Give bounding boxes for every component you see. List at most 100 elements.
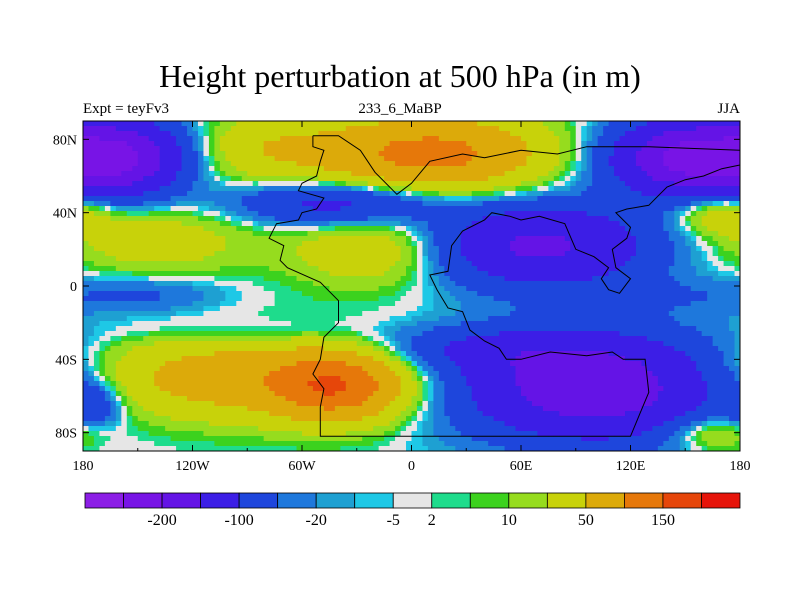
field-cell [597, 236, 604, 242]
field-cell [378, 246, 385, 252]
field-cell [137, 196, 144, 202]
field-cell [646, 141, 653, 147]
field-cell [165, 251, 172, 257]
field-cell [373, 151, 380, 157]
field-cell [373, 256, 380, 262]
field-cell [159, 171, 166, 177]
field-cell [345, 316, 352, 322]
field-cell [449, 291, 456, 297]
field-cell [132, 281, 139, 287]
field-cell [433, 161, 440, 167]
field-cell [356, 261, 363, 267]
field-cell [400, 226, 407, 232]
field-cell [477, 131, 484, 137]
field-cell [521, 236, 528, 242]
field-cell [537, 141, 544, 147]
field-cell [318, 241, 325, 247]
field-cell [203, 256, 210, 262]
field-cell [510, 291, 517, 297]
field-cell [263, 121, 270, 127]
field-cell [619, 146, 626, 152]
field-cell [449, 196, 456, 202]
field-cell [389, 141, 396, 147]
field-cell [121, 121, 128, 127]
field-cell [384, 206, 391, 212]
field-cell [154, 226, 161, 232]
field-cell [137, 226, 144, 232]
field-cell [395, 151, 402, 157]
field-cell [685, 216, 692, 222]
field-cell [690, 126, 697, 132]
field-cell [411, 326, 418, 332]
field-cell [433, 281, 440, 287]
field-cell [570, 221, 577, 227]
field-cell [422, 296, 429, 302]
field-cell [170, 186, 177, 192]
field-cell [312, 151, 320, 157]
field-cell [630, 146, 637, 152]
field-cell [192, 291, 199, 297]
field-cell [312, 281, 320, 287]
field-cell [466, 301, 473, 307]
field-cell [712, 161, 719, 167]
field-cell [581, 251, 588, 257]
field-cell [203, 321, 210, 327]
field-cell [674, 261, 681, 267]
field-cell [493, 186, 500, 192]
field-cell [121, 171, 128, 177]
field-cell [488, 166, 495, 172]
field-cell [241, 211, 248, 217]
field-cell [542, 306, 549, 312]
field-cell [564, 291, 571, 297]
field-cell [542, 271, 549, 277]
field-cell [526, 201, 533, 207]
field-cell [504, 306, 511, 312]
field-cell [449, 246, 456, 252]
field-cell [143, 326, 150, 332]
field-cell [302, 326, 309, 332]
field-cell [176, 236, 183, 242]
field-cell [296, 326, 303, 332]
field-cell [296, 276, 303, 282]
field-cell [438, 261, 445, 267]
field-cell [553, 301, 560, 307]
field-cell [362, 276, 369, 282]
field-cell [110, 256, 117, 262]
field-cell [625, 276, 632, 282]
field-cell [586, 246, 593, 252]
field-cell [192, 131, 199, 137]
field-cell [712, 216, 719, 222]
field-cell [362, 231, 369, 237]
field-cell [466, 306, 473, 312]
field-cell [712, 321, 719, 327]
field-cell [411, 251, 418, 257]
field-cell [471, 196, 478, 202]
field-cell [466, 231, 473, 237]
field-cell [302, 166, 309, 172]
field-cell [696, 256, 703, 262]
field-cell [181, 251, 188, 257]
field-cell [679, 151, 686, 157]
field-cell [510, 206, 517, 212]
field-cell [531, 211, 539, 217]
field-cell [214, 241, 221, 247]
field-cell [510, 306, 517, 312]
field-cell [564, 251, 571, 257]
field-cell [690, 271, 697, 277]
field-cell [329, 141, 336, 147]
field-cell [312, 311, 320, 317]
field-cell [252, 211, 259, 217]
field-cell [608, 316, 615, 322]
field-cell [345, 131, 352, 137]
field-cell [422, 326, 429, 332]
field-cell [455, 171, 462, 177]
field-cell [197, 121, 205, 127]
field-cell [285, 296, 292, 302]
field-cell [126, 256, 133, 262]
field-cell [159, 296, 166, 302]
field-cell [482, 311, 489, 317]
field-cell [373, 246, 380, 252]
field-cell [581, 201, 588, 207]
field-cell [652, 236, 659, 242]
field-cell [93, 141, 101, 147]
